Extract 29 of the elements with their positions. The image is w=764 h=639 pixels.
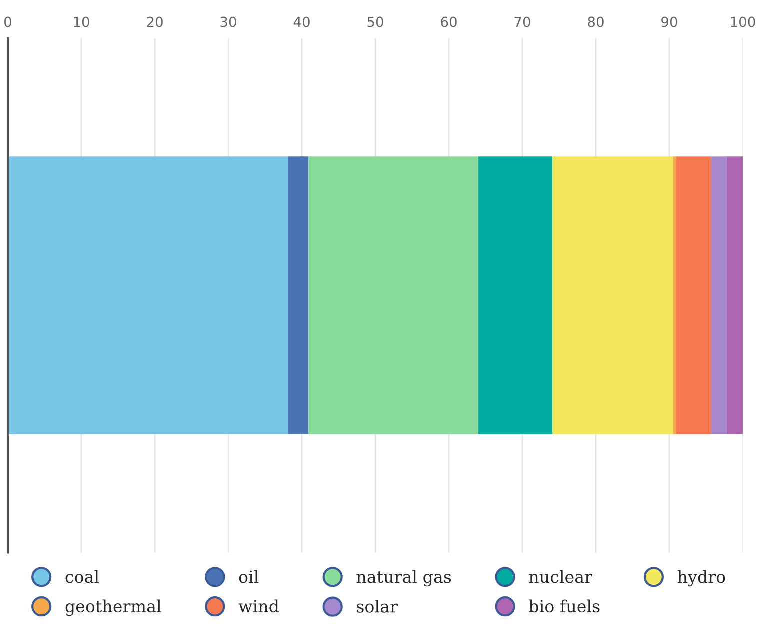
x-tick-label: 40 [294,16,310,28]
legend-label: bio fuels [529,600,600,613]
bar [478,156,553,434]
x-tick-label: 70 [514,16,530,28]
x-tick-label: 10 [74,16,90,28]
x-tick-label: 30 [220,16,236,28]
x-tick-label: 50 [368,16,384,28]
legend-label: natural gas [356,570,452,587]
legend-label: solar [357,600,398,613]
x-tick-label: 100 [731,16,756,28]
bar [308,156,478,434]
legend-label: geothermal [66,600,162,616]
bar [552,156,674,434]
bar [288,156,309,434]
bar [8,156,288,434]
legend-label: oil [239,570,259,584]
bar [676,156,712,434]
legend-label: coal [66,570,100,584]
x-tick-label: 60 [441,16,457,28]
x-tick-label: 90 [662,16,678,28]
legend-label: wind [238,600,280,613]
legend-label: hydro [678,570,726,587]
x-tick-label: 80 [588,16,604,28]
bar [673,156,676,434]
bar [726,156,743,434]
legend-label: nuclear [529,570,593,584]
x-tick-label: 20 [147,16,163,28]
x-tick-label: 0 [4,16,12,28]
bar [711,156,727,434]
